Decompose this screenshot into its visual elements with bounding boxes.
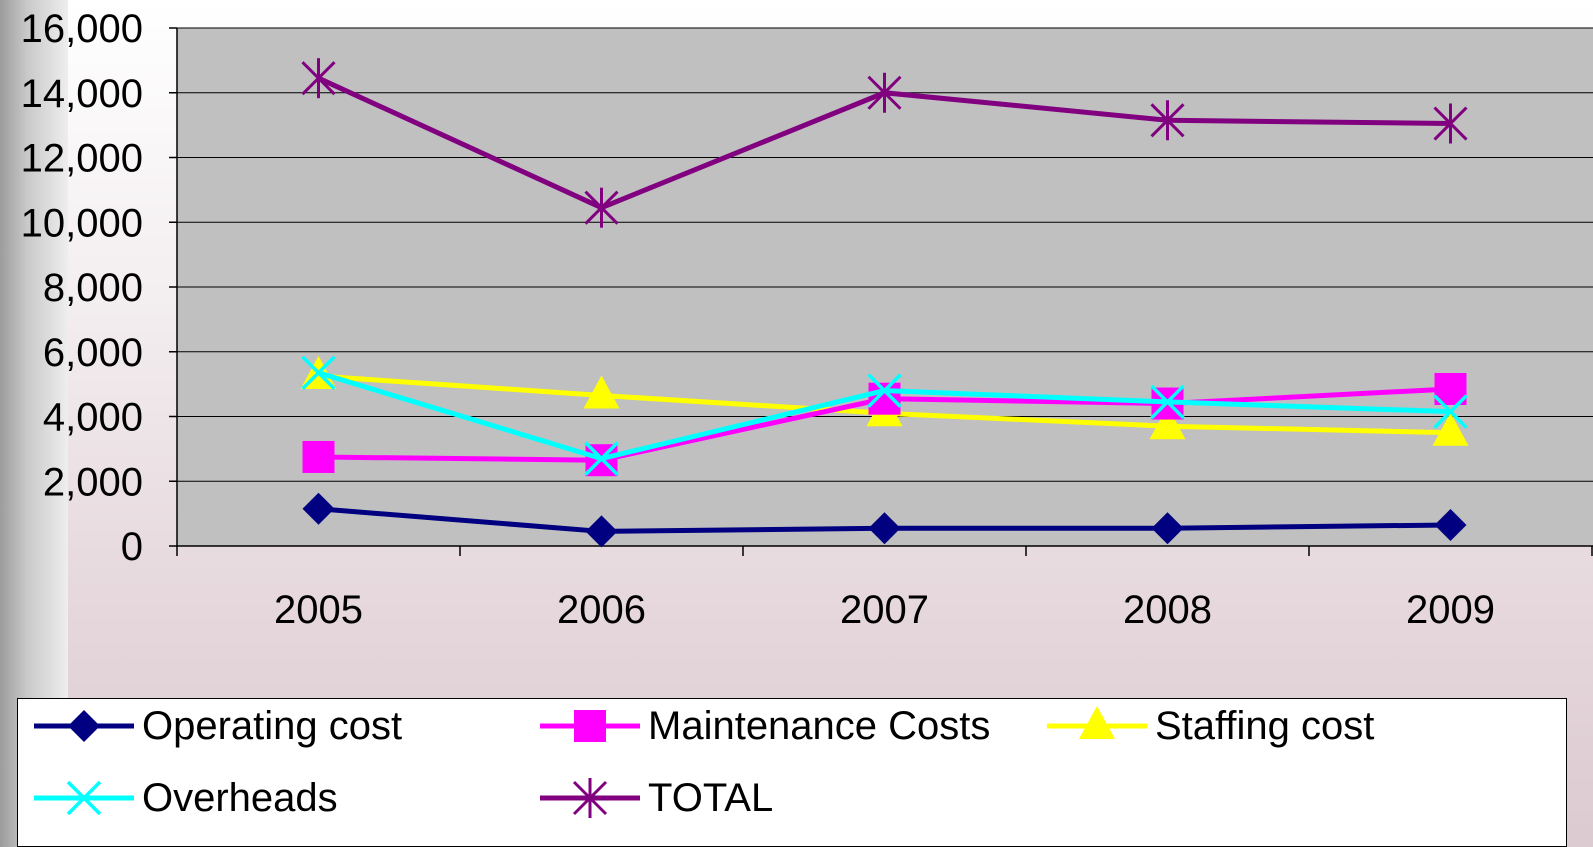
x-tick-label: 2007 [840, 588, 929, 632]
data-point [1149, 406, 1186, 440]
triangle-marker [1149, 406, 1186, 440]
data-point [1434, 508, 1467, 541]
data-point [302, 492, 335, 525]
y-tick-label: 10,000 [21, 201, 143, 245]
x-marker-stroke [1433, 394, 1468, 429]
data-point [583, 375, 620, 409]
data-point [1151, 512, 1184, 545]
diamond-marker [302, 492, 335, 525]
legend-label: Staffing cost [1155, 703, 1375, 748]
axes [169, 27, 1593, 556]
triangle-marker [583, 375, 620, 409]
y-tick-label: 12,000 [21, 137, 143, 181]
square-marker [574, 710, 606, 742]
data-point [1432, 412, 1469, 446]
series-total [301, 58, 1468, 228]
legend-item: Staffing cost [1045, 699, 1374, 753]
legend-marker [66, 780, 102, 816]
legend-label: Overheads [142, 775, 338, 820]
legend-item: TOTAL [538, 771, 773, 825]
legend-swatch [1047, 706, 1147, 739]
legend-marker [1079, 706, 1115, 739]
diamond-marker [868, 512, 901, 545]
triangle-marker [1079, 706, 1115, 739]
legend-marker [572, 778, 608, 818]
legend: Operating cost Maintenance Costs Staffing … [17, 698, 1567, 847]
x-tick-label: 2008 [1123, 588, 1212, 632]
data-point [1433, 103, 1468, 144]
legend-label: TOTAL [648, 775, 774, 820]
x-tick-labels: 2005 2006 2007 2008 2009 [274, 588, 1495, 632]
x-tick-label: 2005 [274, 588, 363, 632]
x-marker-stroke [301, 355, 336, 391]
data-point [584, 441, 619, 476]
x-marker-stroke [66, 780, 102, 816]
x-marker-stroke [867, 373, 902, 408]
data-point [1433, 394, 1468, 429]
data-point [1150, 100, 1185, 141]
y-tick-label: 16,000 [21, 7, 143, 51]
triangle-marker [1432, 412, 1469, 446]
legend-swatch [34, 710, 134, 742]
data-point [868, 512, 901, 545]
square-marker [868, 382, 901, 415]
data-point [301, 58, 336, 99]
diamond-marker [1434, 508, 1467, 541]
y-tick-label: 6,000 [43, 331, 143, 375]
legend-swatch [540, 710, 640, 742]
data-point [867, 373, 902, 408]
x-tick-label: 2009 [1406, 588, 1495, 632]
x-tick-label: 2006 [557, 588, 646, 632]
legend-item: Overheads [32, 771, 338, 825]
series-operating-cost [302, 492, 1467, 548]
data-point [1150, 384, 1185, 420]
y-tick-labels: 0 2,000 4,000 6,000 8,000 10,000 12,000 14,000 1… [21, 7, 143, 569]
data-point [585, 515, 618, 548]
legend-swatch [540, 778, 640, 818]
y-tick-label: 8,000 [43, 266, 143, 310]
diamond-marker [585, 515, 618, 548]
square-marker [302, 440, 335, 473]
y-tick-label: 14,000 [21, 72, 143, 116]
y-tick-label: 2,000 [43, 460, 143, 504]
legend-marker [68, 710, 100, 742]
legend-label: Maintenance Costs [648, 703, 991, 748]
y-tick-label: 4,000 [43, 396, 143, 440]
x-marker-stroke [584, 441, 619, 476]
legend-swatch [34, 780, 134, 816]
data-point [584, 187, 619, 228]
data-point [301, 355, 336, 391]
legend-label: Operating cost [142, 703, 403, 748]
diamond-marker [68, 710, 100, 742]
y-tick-label: 0 [121, 525, 143, 569]
data-point [868, 382, 901, 415]
legend-item: Maintenance Costs [538, 699, 990, 753]
legend-item: Operating cost [32, 699, 402, 753]
data-point [867, 72, 902, 113]
series-layer [300, 58, 1469, 548]
data-point [302, 440, 335, 473]
legend-marker [574, 710, 606, 742]
series-overheads [301, 355, 1468, 476]
diamond-marker [1151, 512, 1184, 545]
x-marker-stroke [1150, 384, 1185, 420]
